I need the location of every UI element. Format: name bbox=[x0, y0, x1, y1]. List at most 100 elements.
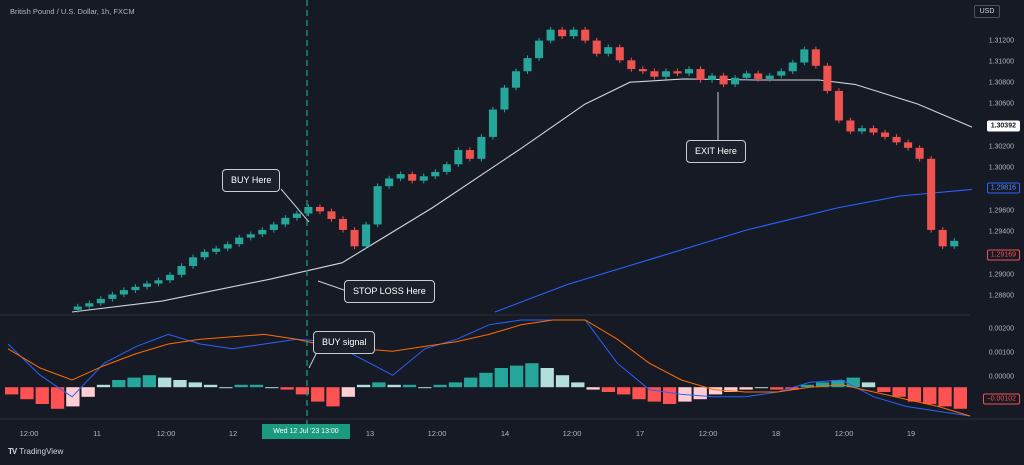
candle-body bbox=[119, 290, 128, 295]
time-axis-label: 17 bbox=[635, 429, 645, 438]
slow-moving-average bbox=[71, 78, 973, 313]
price-axis-label: 1.31200 bbox=[988, 37, 1014, 45]
candle-body bbox=[938, 229, 947, 247]
histogram-bar bbox=[234, 384, 248, 388]
price-axis-label: 1.30600 bbox=[988, 100, 1014, 108]
symbol-title[interactable]: British Pound / U.S. Dollar, 1h, FXCM bbox=[10, 7, 135, 16]
histogram-bar bbox=[494, 368, 508, 388]
macd-line-path bbox=[7, 319, 971, 417]
candle-body bbox=[304, 206, 313, 214]
candle-body bbox=[396, 174, 405, 179]
histogram-bar bbox=[632, 387, 646, 400]
exit-here-callout: EXIT Here bbox=[686, 140, 746, 163]
candle-body bbox=[708, 75, 717, 80]
candle-body bbox=[177, 266, 186, 275]
histogram-bar bbox=[586, 387, 600, 390]
candle-body bbox=[246, 234, 255, 238]
candle-body bbox=[454, 150, 463, 165]
histogram-bar bbox=[35, 387, 49, 404]
histogram-bar bbox=[188, 382, 202, 388]
histogram-bar bbox=[219, 387, 233, 389]
candle-body bbox=[731, 77, 740, 85]
histogram-bar bbox=[708, 387, 723, 395]
histogram-bar bbox=[5, 387, 19, 395]
histogram-bar bbox=[479, 372, 493, 388]
macd-axis-label: 0.00100 bbox=[988, 349, 1014, 357]
histogram-bar bbox=[50, 387, 65, 409]
histogram-bar bbox=[846, 377, 860, 388]
candle-body bbox=[869, 128, 878, 133]
histogram-bar bbox=[81, 387, 95, 397]
time-axis-label: 12:00 bbox=[562, 429, 582, 438]
histogram-bar bbox=[433, 384, 447, 388]
price-axis-label: 1.29000 bbox=[988, 271, 1014, 279]
histogram-bar bbox=[203, 384, 218, 388]
candle-body bbox=[823, 65, 832, 91]
candle-body bbox=[431, 171, 440, 177]
price-axis-label: 1.31000 bbox=[988, 58, 1014, 66]
candle-body bbox=[558, 29, 567, 37]
macd-value-tag: −0.00102 bbox=[982, 393, 1020, 405]
tradingview-logo-icon: TV bbox=[8, 447, 17, 456]
candle-body bbox=[546, 29, 555, 41]
histogram-bar bbox=[831, 380, 845, 388]
signal-line bbox=[7, 319, 971, 417]
fast-ma-line bbox=[494, 188, 973, 313]
histogram-bar bbox=[96, 384, 111, 388]
time-axis-label: 12:00 bbox=[834, 429, 854, 438]
price-axis-label: 1.28800 bbox=[988, 292, 1014, 300]
price-axis-label: 1.30800 bbox=[988, 79, 1014, 87]
candle-body bbox=[904, 142, 913, 148]
candle-body bbox=[511, 71, 521, 88]
candle-body bbox=[915, 147, 924, 159]
histogram-bar bbox=[770, 387, 784, 390]
histogram-bar bbox=[127, 377, 141, 388]
histogram-bar bbox=[66, 387, 80, 407]
price-axis-label: 1.30200 bbox=[988, 143, 1014, 151]
macd-axis-label: 0.00000 bbox=[988, 373, 1014, 381]
candle-body bbox=[857, 128, 867, 132]
candle-body bbox=[350, 229, 359, 247]
candle-body bbox=[189, 257, 198, 267]
crosshair-time-label: Wed 12 Jul '23 13:00 bbox=[262, 424, 350, 439]
candle-body bbox=[477, 136, 486, 159]
candle-body bbox=[777, 71, 786, 76]
tradingview-logo[interactable]: TV TradingView bbox=[8, 447, 63, 456]
histogram-bar bbox=[815, 382, 830, 388]
histogram-bar bbox=[448, 382, 463, 388]
histogram-bar bbox=[326, 387, 340, 407]
candle-body bbox=[165, 274, 175, 281]
candle-body bbox=[85, 303, 94, 307]
buy-signal-callout: BUY signal bbox=[313, 331, 376, 354]
time-axis-label: 12:00 bbox=[156, 429, 176, 438]
price-axis-label: 1.29600 bbox=[988, 207, 1014, 215]
candle-body bbox=[627, 60, 636, 70]
candle-body bbox=[488, 109, 497, 137]
candle-body bbox=[235, 237, 244, 245]
fast-moving-average bbox=[494, 188, 973, 313]
histogram-bar bbox=[525, 363, 539, 388]
candle-body bbox=[442, 164, 451, 172]
candlestick-series bbox=[73, 26, 959, 313]
histogram-bar bbox=[693, 387, 707, 400]
histogram-bar bbox=[20, 387, 34, 400]
histogram-bar bbox=[387, 384, 401, 388]
time-axis-label: 12:00 bbox=[19, 429, 39, 438]
candle-body bbox=[212, 248, 221, 252]
candle-body bbox=[465, 150, 474, 159]
candle-body bbox=[892, 136, 901, 143]
candle-body bbox=[131, 286, 140, 291]
candle-body bbox=[258, 229, 267, 235]
histogram-bar bbox=[249, 384, 264, 388]
current-price-tag: 1.30392 bbox=[986, 120, 1020, 132]
time-axis-label: 13 bbox=[365, 429, 375, 438]
currency-button[interactable]: USD bbox=[974, 5, 1000, 18]
histogram-bar bbox=[295, 387, 310, 395]
candle-body bbox=[638, 69, 647, 72]
histogram-bar bbox=[571, 382, 585, 388]
buy-here-callout: BUY Here bbox=[222, 169, 281, 192]
histogram-bar bbox=[372, 382, 386, 388]
histogram-bar bbox=[601, 387, 616, 392]
candle-body bbox=[754, 73, 763, 79]
